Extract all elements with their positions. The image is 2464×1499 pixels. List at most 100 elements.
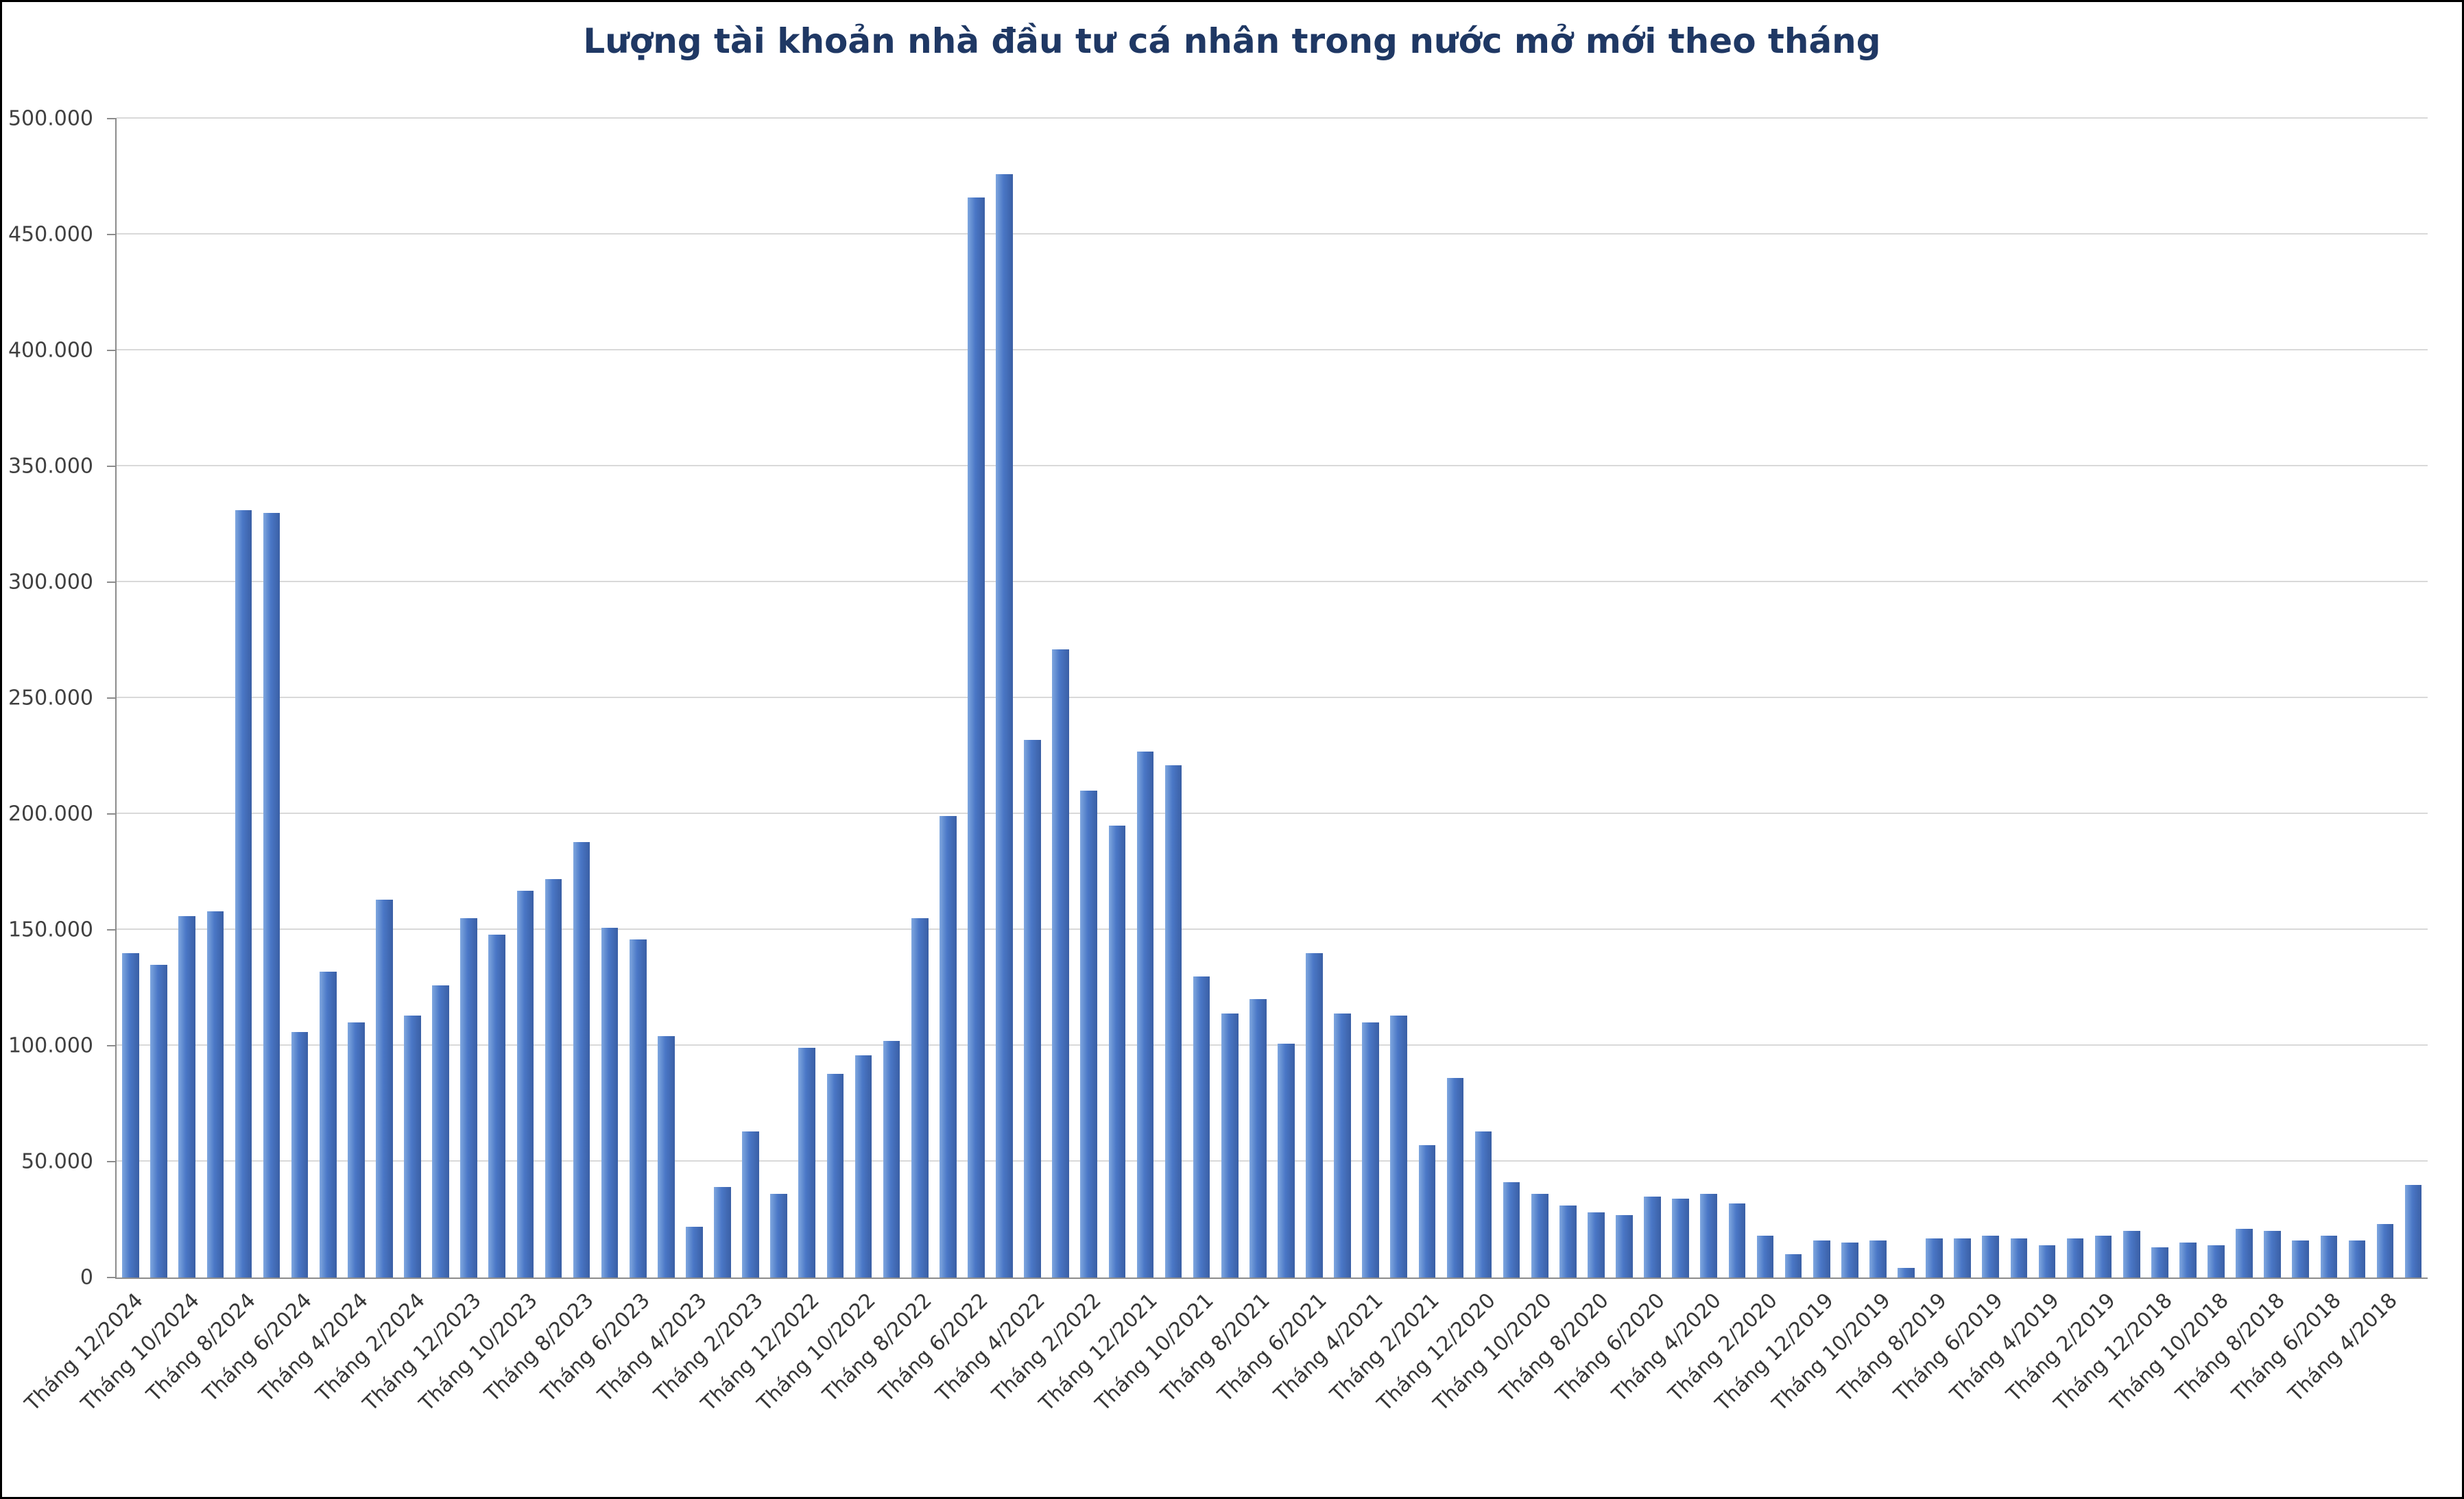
bar-slot: [1920, 119, 1948, 1278]
bar-slot: [145, 119, 173, 1278]
bar: [996, 174, 1013, 1278]
bar-slot: [314, 119, 342, 1278]
gridline: [117, 813, 2428, 814]
gridline: [117, 581, 2428, 582]
bar: [742, 1131, 759, 1278]
bar-slot: [370, 119, 398, 1278]
bar: [1334, 1013, 1351, 1278]
bar: [1249, 999, 1267, 1278]
bar-slot: [1328, 119, 1356, 1278]
bar: [516, 890, 534, 1278]
bar: [883, 1041, 900, 1278]
bar: [573, 841, 590, 1278]
gridline: [117, 117, 2428, 119]
gridline: [117, 1044, 2428, 1046]
bar: [1728, 1203, 1746, 1278]
bar-slot: [962, 119, 990, 1278]
bar: [1306, 952, 1323, 1278]
bar-slot: [511, 119, 539, 1278]
bar-slot: [1131, 119, 1159, 1278]
bar: [1531, 1194, 1548, 1278]
y-tick-label: 450.000: [8, 222, 93, 247]
bar-slot: [2400, 119, 2428, 1278]
bar-slot: [1948, 119, 1976, 1278]
bar: [376, 900, 393, 1278]
bar-slot: [568, 119, 596, 1278]
bar-slot: [1976, 119, 2005, 1278]
y-tick-mark: [107, 350, 117, 351]
bar-slot: [1695, 119, 1723, 1278]
bar-slot: [596, 119, 624, 1278]
bar: [1813, 1240, 1830, 1278]
bar-slot: [2090, 119, 2118, 1278]
bar: [2122, 1231, 2140, 1278]
bar-slot: [2230, 119, 2258, 1278]
bar: [1784, 1254, 1802, 1278]
gridline: [117, 697, 2428, 698]
y-tick-mark: [107, 581, 117, 583]
bar-slot: [1638, 119, 1666, 1278]
bar: [1108, 825, 1126, 1278]
y-tick-mark: [107, 929, 117, 931]
bar: [601, 927, 619, 1278]
bar-slot: [1300, 119, 1328, 1278]
bar: [347, 1022, 365, 1278]
bar: [2236, 1229, 2253, 1278]
bar: [1926, 1238, 1943, 1278]
bar-slot: [708, 119, 737, 1278]
bar: [2066, 1238, 2084, 1278]
chart-title: Lượng tài khoản nhà đầu tư cá nhân trong…: [583, 21, 1881, 61]
gridline: [117, 1160, 2428, 1162]
bar-slot: [2061, 119, 2089, 1278]
y-tick-mark: [107, 1045, 117, 1046]
y-tick-mark: [107, 234, 117, 235]
bar-slot: [1864, 119, 1892, 1278]
bar: [1390, 1016, 1408, 1278]
bar: [545, 878, 562, 1278]
bar-slot: [680, 119, 708, 1278]
y-tick-mark: [107, 1277, 117, 1278]
bar-slot: [1385, 119, 1413, 1278]
bar-slot: [398, 119, 427, 1278]
bar: [770, 1194, 788, 1278]
bar-slot: [2005, 119, 2033, 1278]
bar-series: [117, 119, 2428, 1278]
bar-slot: [2343, 119, 2371, 1278]
bar: [460, 918, 477, 1278]
bar: [2179, 1243, 2197, 1278]
bar-slot: [1554, 119, 1582, 1278]
bar: [1982, 1236, 2000, 1278]
bar: [1898, 1268, 1915, 1278]
bar: [1446, 1078, 1464, 1278]
bar: [2038, 1245, 2056, 1278]
bar-slot: [765, 119, 793, 1278]
bar: [488, 934, 506, 1278]
y-axis: 0 50.000 100.000 150.000 200.000 250.000 300.0…: [7, 107, 117, 1290]
bar: [1559, 1206, 1577, 1278]
bar: [1474, 1131, 1492, 1278]
bar-slot: [990, 119, 1018, 1278]
bar-slot: [2033, 119, 2061, 1278]
bar-slot: [1582, 119, 1610, 1278]
bar-slot: [2371, 119, 2400, 1278]
bar-slot: [652, 119, 680, 1278]
bar: [1841, 1243, 1858, 1278]
bar-slot: [1103, 119, 1131, 1278]
bar-slot: [1216, 119, 1244, 1278]
bar: [2376, 1224, 2394, 1278]
bar-slot: [483, 119, 511, 1278]
y-tick-label: 500.000: [8, 106, 93, 131]
bar: [629, 939, 647, 1278]
gridline: [117, 465, 2428, 466]
bar: [1278, 1043, 1295, 1278]
bar: [1193, 976, 1210, 1278]
bar-slot: [1272, 119, 1300, 1278]
bar: [1503, 1182, 1520, 1278]
bar-slot: [229, 119, 257, 1278]
bar: [206, 911, 224, 1278]
bar: [911, 918, 929, 1278]
y-tick-label: 250.000: [8, 686, 93, 710]
bar: [2094, 1236, 2112, 1278]
gridline: [117, 928, 2428, 930]
